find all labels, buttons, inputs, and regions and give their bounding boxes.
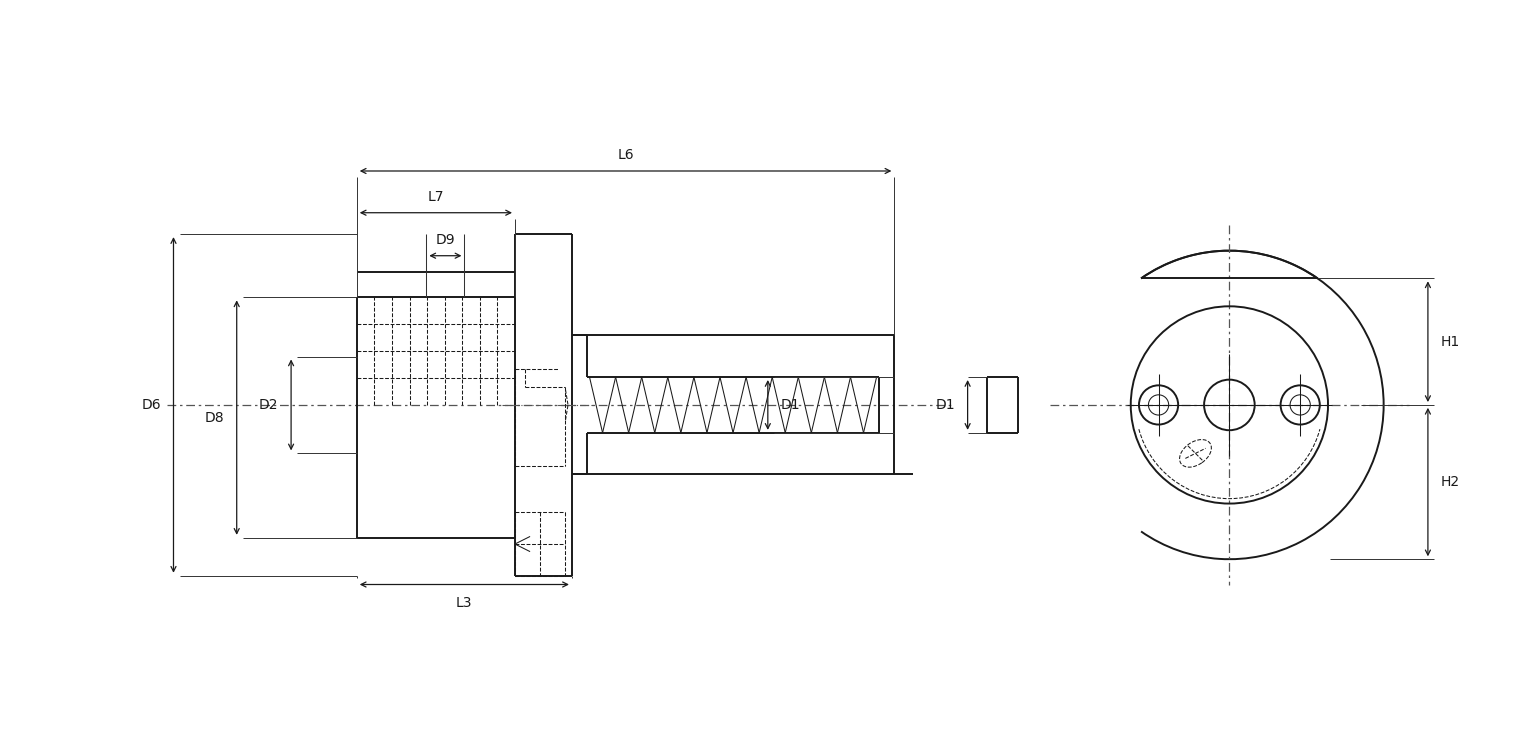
Text: L7: L7 xyxy=(428,190,445,204)
Text: L6: L6 xyxy=(617,148,634,162)
Text: D2: D2 xyxy=(259,398,279,412)
Text: H2: H2 xyxy=(1441,475,1459,489)
Text: D8: D8 xyxy=(204,410,224,424)
Text: L3: L3 xyxy=(455,596,472,610)
Text: H1: H1 xyxy=(1441,335,1461,349)
Text: D9: D9 xyxy=(436,233,455,247)
Text: D6: D6 xyxy=(142,398,161,412)
Text: D1: D1 xyxy=(935,398,955,412)
Text: D1: D1 xyxy=(780,398,800,412)
